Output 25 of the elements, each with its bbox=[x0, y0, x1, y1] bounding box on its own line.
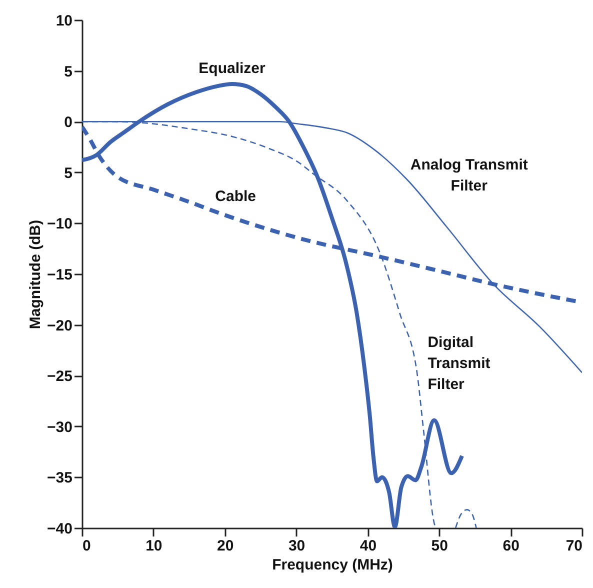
y-tick-label: 0 bbox=[64, 114, 72, 132]
y-tick-label: −30 bbox=[47, 418, 72, 436]
x-tick-label: 20 bbox=[217, 538, 234, 554]
y-tick-label: 5 bbox=[64, 164, 72, 182]
y-tick-label: 10 bbox=[56, 12, 72, 30]
y-tick-label: −20 bbox=[47, 317, 72, 334]
x-axis-title: Frequency (MHz) bbox=[272, 556, 393, 574]
y-tick-label: −25 bbox=[47, 368, 72, 386]
series-label: Analog Transmit Filter bbox=[410, 156, 528, 194]
x-tick-label: 40 bbox=[360, 538, 377, 554]
series-label: Digital Transmit Filter bbox=[428, 334, 490, 394]
y-axis-title: Magnitude (dB) bbox=[27, 220, 44, 330]
x-tick-label: 60 bbox=[502, 538, 520, 554]
y-tick-label: 5 bbox=[64, 63, 72, 80]
y-tick-label: −40 bbox=[47, 520, 72, 538]
series-label: Cable bbox=[215, 188, 256, 205]
x-tick-label: 50 bbox=[431, 538, 448, 554]
x-tick-label: 0 bbox=[82, 538, 91, 554]
y-tick-label: −15 bbox=[47, 266, 72, 284]
series-label: Equalizer bbox=[198, 60, 266, 77]
x-tick-label: 70 bbox=[566, 538, 582, 554]
x-tick-label: 30 bbox=[288, 538, 306, 554]
x-tick-label: 10 bbox=[146, 538, 162, 554]
y-tick-label: −35 bbox=[47, 470, 72, 487]
y-tick-label: −10 bbox=[47, 216, 72, 233]
